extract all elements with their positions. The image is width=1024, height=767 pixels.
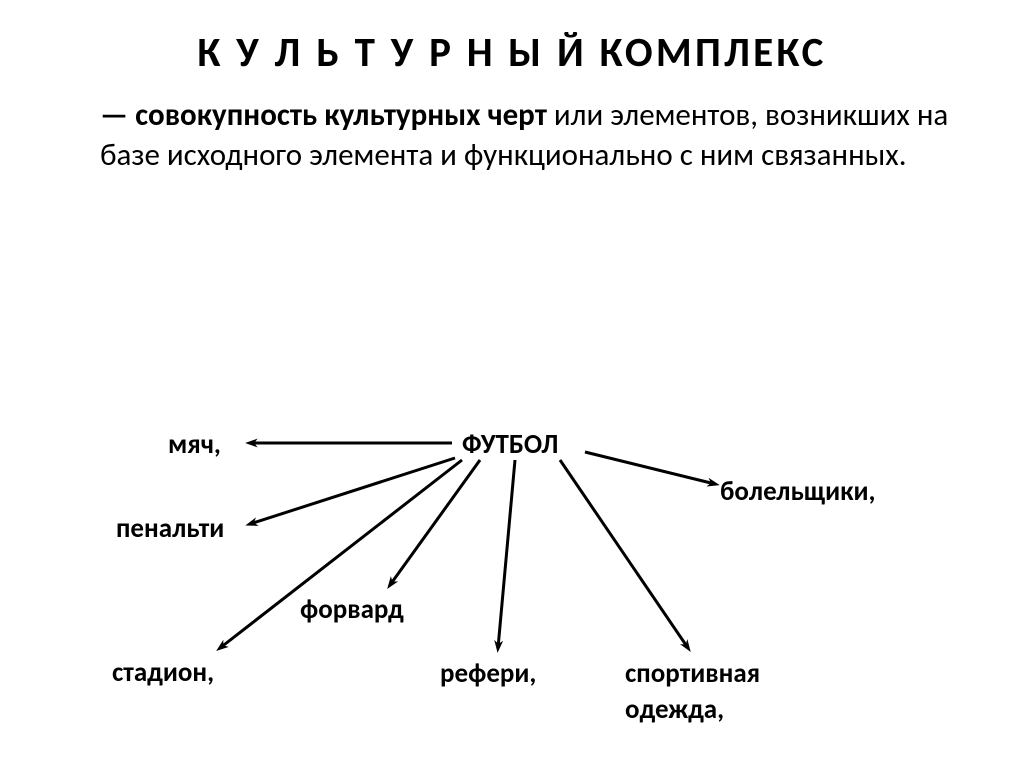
center-node: ФУТБОЛ [462, 428, 558, 461]
arrow [560, 460, 688, 648]
node-fans: болельщики, [720, 475, 875, 508]
arrow [585, 452, 715, 484]
node-referee: рефери, [440, 657, 536, 690]
arrow [498, 460, 515, 648]
node-ball: мяч, [168, 428, 221, 461]
arrow [220, 460, 462, 648]
node-penalty: пенальти [116, 512, 224, 545]
arrow [390, 460, 480, 585]
node-clothes1: спортивная [625, 657, 760, 690]
arrow [250, 458, 455, 524]
definition-lead: — совокупность культурных черт [100, 96, 547, 134]
node-forward: форвард [300, 593, 404, 626]
node-stadium: стадион, [112, 656, 214, 689]
definition-paragraph: — совокупность культурных черт или элеме… [0, 78, 1024, 175]
page-title: К У Л Ь Т У Р Н Ы Й КОМПЛЕКС [0, 0, 1024, 78]
node-clothes2: одежда, [625, 693, 724, 726]
